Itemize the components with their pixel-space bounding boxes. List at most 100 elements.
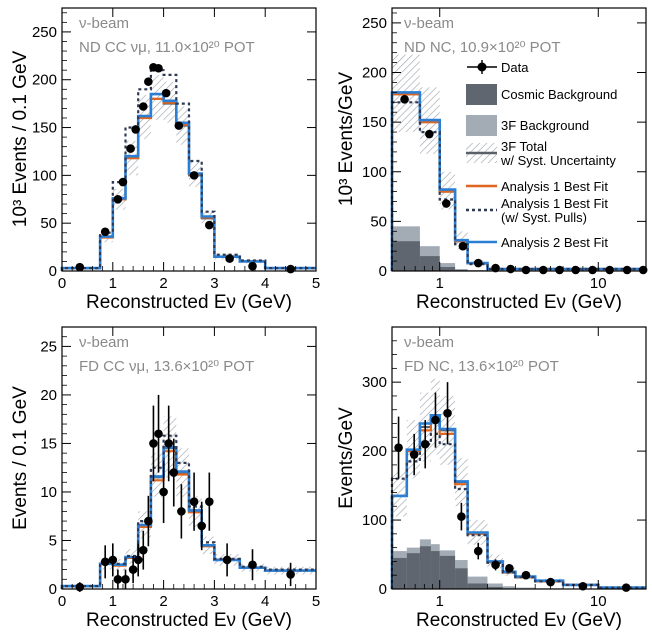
data-point xyxy=(159,487,168,497)
y-tick-label: 250 xyxy=(362,15,387,32)
y-tick-label: 25 xyxy=(40,338,57,355)
x-tick-label: 1 xyxy=(436,593,444,610)
data-point xyxy=(126,144,135,153)
y-tick-label: 100 xyxy=(362,512,387,529)
y-tick-label: 200 xyxy=(362,443,387,460)
data-point xyxy=(189,497,199,506)
y-tick-label: 150 xyxy=(362,114,387,131)
x-tick-label: 3 xyxy=(210,275,218,292)
legend-3f-total-label-2: w/ Syst. Uncertainty xyxy=(500,153,616,168)
x-tick-label: 2 xyxy=(159,593,167,610)
legend-cosmic: Cosmic Background xyxy=(466,84,617,105)
data-point xyxy=(638,265,648,275)
cosmic-background-bin xyxy=(406,553,420,589)
x-axis-label: Reconstructed Eν (GeV) xyxy=(86,610,292,631)
panel-fd-cc: ν-beam FD CC νμ, 13.6×10²⁰ POT Events / … xyxy=(10,326,320,631)
legend-cosmic-swatch xyxy=(466,84,497,105)
data-point xyxy=(169,468,179,477)
legend-analysis1-label: Analysis 1 Best Fit xyxy=(501,179,608,194)
data-point xyxy=(75,262,85,272)
plot-frame xyxy=(391,326,647,590)
plot-layer xyxy=(390,54,648,275)
x-tick-label: 3 xyxy=(210,593,218,610)
cosmic-background-bin xyxy=(419,256,440,271)
plot-frame xyxy=(61,326,317,590)
cosmic-background-bin xyxy=(439,555,456,589)
data-point xyxy=(138,545,148,555)
y-axis-label: Events / 0.1 GeV xyxy=(10,386,31,530)
data-point xyxy=(431,415,440,425)
axes: 0 50 100 150 200 250 0 1 2 3 4 5 xyxy=(32,8,320,292)
x-tick-label: 1 xyxy=(109,593,117,610)
data-point xyxy=(571,265,580,275)
beam-label: ν-beam xyxy=(79,334,129,351)
cosmic-background-bin xyxy=(392,241,420,271)
y-tick-label: 200 xyxy=(32,72,57,89)
sample-label: ND CC νμ, 11.0×10²⁰ POT xyxy=(79,39,255,56)
x-axis-label: Reconstructed Eν (GeV) xyxy=(86,292,292,313)
y-tick-label: 50 xyxy=(370,213,387,230)
cosmic-background-bin xyxy=(392,557,407,589)
sample-label: FD CC νμ, 13.6×10²⁰ POT xyxy=(79,358,254,375)
plot-layer xyxy=(60,62,316,274)
data-point xyxy=(131,125,140,134)
data-point xyxy=(538,265,548,275)
legend-analysis1-pulls-label-2: (w/ Syst. Pulls) xyxy=(501,210,587,225)
data-point xyxy=(605,265,614,275)
data-point xyxy=(473,546,483,556)
3f-background-bin xyxy=(487,583,503,589)
data-point xyxy=(205,497,214,506)
x-tick-label: 5 xyxy=(312,593,320,610)
data-point xyxy=(144,77,153,86)
legend: Data Cosmic Background 3F Background 3F … xyxy=(466,60,617,250)
uncertainty-band-bin xyxy=(392,471,407,517)
data-point xyxy=(506,264,515,274)
y-tick-label: 200 xyxy=(362,65,387,82)
cosmic-background-bin xyxy=(455,568,468,589)
legend-cosmic-label: Cosmic Background xyxy=(501,87,617,102)
legend-data: Data xyxy=(467,60,529,75)
y-axis-label: 10³ Events / 0.1 GeV xyxy=(10,50,31,227)
data-point xyxy=(394,443,403,452)
x-tick-label: 1 xyxy=(436,275,444,292)
data-point xyxy=(473,258,483,268)
data-point xyxy=(197,521,206,531)
axes: 0 5 10 15 20 25 0 1 2 3 4 5 xyxy=(40,327,320,610)
data-point xyxy=(409,450,419,459)
legend-analysis1: Analysis 1 Best Fit xyxy=(466,179,608,194)
data-point xyxy=(420,439,430,449)
data-point xyxy=(222,555,232,565)
x-tick-label: 4 xyxy=(261,275,269,292)
x-tick-label: 4 xyxy=(261,593,269,610)
3f-background-bin xyxy=(515,587,536,589)
x-axis-label: Reconstructed Eν (GeV) xyxy=(416,292,622,313)
data-point xyxy=(443,408,452,418)
data-point xyxy=(118,177,128,187)
data-point xyxy=(100,227,110,237)
y-tick-label: 150 xyxy=(32,120,57,137)
data-point xyxy=(144,516,153,526)
x-tick-label: 1 xyxy=(109,275,117,292)
sample-label: FD NC, 13.6×10²⁰ POT xyxy=(404,358,559,375)
y-tick-label: 300 xyxy=(362,374,387,391)
data-point xyxy=(108,555,118,565)
data-point xyxy=(154,429,163,439)
y-tick-label: 250 xyxy=(32,24,57,41)
data-point xyxy=(161,88,171,98)
legend-analysis2: Analysis 2 Best Fit xyxy=(466,235,608,250)
x-tick-label: 0 xyxy=(58,275,66,292)
y-tick-label: 5 xyxy=(49,532,57,549)
data-point xyxy=(505,564,514,573)
data-point xyxy=(138,102,148,111)
beam-label: ν-beam xyxy=(404,334,454,351)
y-axis-label: 10³ Events/GeV xyxy=(336,72,357,206)
data-point xyxy=(225,254,234,263)
data-point xyxy=(177,507,186,516)
cosmic-background-bin xyxy=(439,267,456,271)
data-point xyxy=(521,570,531,580)
data-point xyxy=(286,570,295,579)
axes: 0 100 200 300 1 10 xyxy=(362,327,647,610)
cosmic-background-bin xyxy=(487,586,503,589)
panel-nd-cc: ν-beam ND CC νμ, 11.0×10²⁰ POT 10³ Event… xyxy=(10,7,320,313)
legend-analysis1-pulls: Analysis 1 Best Fit (w/ Syst. Pulls) xyxy=(466,196,608,225)
